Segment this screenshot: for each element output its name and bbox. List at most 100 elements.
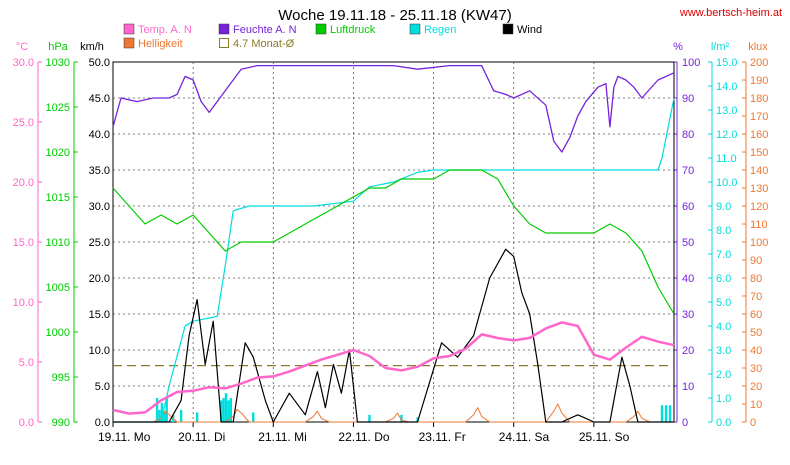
axis-tick-label-wind: 20.0	[89, 273, 110, 285]
axis-tick-label-brightness: 50	[750, 327, 762, 339]
axis-tick-label-rain: 5.0	[716, 297, 731, 309]
axis-tick-label-rain: 9.0	[716, 201, 731, 213]
legend-swatch-temp	[123, 23, 135, 35]
axes: °C0.05.010.015.020.025.030.0hPa990995100…	[13, 41, 769, 444]
axis-tick-label-humidity: 70	[682, 165, 694, 177]
axis-tick-label-rain: 4.0	[716, 321, 731, 333]
axis-tick-label-brightness: 40	[750, 345, 762, 357]
axis-tick-label-brightness: 100	[750, 237, 768, 249]
axis-tick-label-brightness: 80	[750, 273, 762, 285]
rain-bar	[155, 398, 159, 422]
axis-unit-temp: °C	[16, 41, 28, 53]
rain-bar	[229, 398, 233, 422]
axis-tick-label-humidity: 30	[682, 309, 694, 321]
axis-tick-label-rain: 10.0	[716, 177, 737, 189]
axis-tick-label-rain: 1.0	[716, 393, 731, 405]
axis-tick-label-pressure: 1005	[46, 282, 70, 294]
legend-label-monthly_avg: 4.7 Monat-Ø	[233, 38, 295, 50]
axis-tick-label-rain: 2.0	[716, 369, 731, 381]
axis-tick-label-pressure: 1025	[46, 102, 70, 114]
series-line-temp	[112, 321, 675, 415]
legend-label-humidity: Feuchte A. N	[233, 24, 297, 36]
axis-tick-label-brightness: 130	[750, 183, 768, 195]
axis-tick-label-temp: 30.0	[13, 57, 34, 69]
axis-tick-label-humidity: 50	[682, 237, 694, 249]
legend-swatch-rain	[409, 23, 421, 35]
axis-tick-label-rain: 6.0	[716, 273, 731, 285]
rain-bar	[416, 417, 419, 422]
day-label: 24.11. Sa	[499, 430, 550, 444]
axis-tick-label-wind: 5.0	[95, 381, 110, 393]
axis-tick-label-rain: 15.0	[716, 57, 737, 69]
axis-tick-label-wind: 30.0	[89, 201, 110, 213]
legend-label-brightness: Helligkeit	[138, 38, 183, 50]
axis-tick-label-rain: 12.0	[716, 129, 737, 141]
rain-bar	[160, 402, 164, 422]
axis-tick-label-rain: 13.0	[716, 105, 737, 117]
axis-tick-label-wind: 25.0	[89, 237, 110, 249]
axis-tick-label-wind: 0.0	[95, 417, 110, 429]
axis-tick-label-humidity: 60	[682, 201, 694, 213]
axis-tick-label-temp: 5.0	[19, 357, 34, 369]
axis-unit-brightness: klux	[748, 41, 768, 53]
axis-tick-label-humidity: 90	[682, 93, 694, 105]
legend-label-pressure: Luftdruck	[330, 24, 376, 36]
axis-tick-label-wind: 15.0	[89, 309, 110, 321]
axis-tick-label-brightness: 190	[750, 75, 768, 87]
axis-tick-label-rain: 14.0	[716, 81, 737, 93]
day-label: 22.11. Do	[338, 430, 389, 444]
axis-tick-label-rain: 7.0	[716, 249, 731, 261]
legend: Temp. A. N Feuchte A. N Luftdruck Regen Wind…	[123, 23, 542, 50]
rain-bar	[252, 412, 255, 422]
series-line-pressure	[112, 169, 675, 315]
axis-unit-rain: l/m²	[711, 41, 730, 53]
axis-tick-label-temp: 10.0	[13, 297, 34, 309]
axis-unit-wind: km/h	[80, 41, 104, 53]
axis-tick-label-brightness: 170	[750, 111, 768, 123]
axis-tick-label-brightness: 160	[750, 129, 768, 141]
day-label: 23.11. Fr	[419, 430, 466, 444]
axis-tick-label-temp: 20.0	[13, 177, 34, 189]
rain-bar	[158, 410, 161, 422]
axis-tick-label-pressure: 990	[52, 417, 70, 429]
plot-area	[112, 64, 675, 423]
rain-bar	[179, 410, 183, 422]
rain-bar	[664, 405, 668, 422]
axis-tick-label-pressure: 1015	[46, 192, 70, 204]
website-link[interactable]: www.bertsch-heim.at	[679, 7, 782, 19]
axis-unit-humidity: %	[673, 41, 683, 53]
legend-swatch-wind	[502, 23, 514, 35]
axis-tick-label-temp: 15.0	[13, 237, 34, 249]
rain-bar	[668, 405, 672, 422]
rain-bar	[400, 414, 403, 422]
axis-tick-label-temp: 0.0	[19, 417, 34, 429]
axis-tick-label-brightness: 30	[750, 363, 762, 375]
axis-tick-label-brightness: 10	[750, 399, 762, 411]
axis-tick-label-pressure: 995	[52, 372, 70, 384]
rain-bar	[224, 393, 228, 422]
axis-tick-label-rain: 0.0	[716, 417, 731, 429]
axis-tick-label-wind: 10.0	[89, 345, 110, 357]
axis-tick-label-brightness: 140	[750, 165, 768, 177]
axis-tick-label-humidity: 40	[682, 273, 694, 285]
axis-tick-label-humidity: 10	[682, 381, 694, 393]
axis-tick-label-pressure: 1020	[46, 147, 70, 159]
axis-tick-label-humidity: 80	[682, 129, 694, 141]
axis-tick-label-brightness: 0	[750, 417, 756, 429]
legend-label-temp: Temp. A. N	[138, 24, 192, 36]
day-label: 20.11. Di	[178, 430, 225, 444]
legend-label-wind: Wind	[517, 24, 542, 36]
axis-tick-label-brightness: 200	[750, 57, 768, 69]
axis-tick-label-humidity: 100	[682, 57, 700, 69]
axis-tick-label-rain: 3.0	[716, 345, 731, 357]
axis-tick-label-wind: 40.0	[89, 129, 110, 141]
rain-bar	[219, 400, 223, 422]
series-line-humidity	[112, 64, 675, 153]
rain-bar	[163, 412, 166, 422]
legend-swatch-brightness	[123, 37, 135, 49]
axis-tick-label-wind: 35.0	[89, 165, 110, 177]
legend-swatch-monthly_avg	[219, 38, 229, 48]
rain-bar	[222, 398, 225, 422]
rain-bar	[368, 414, 371, 422]
